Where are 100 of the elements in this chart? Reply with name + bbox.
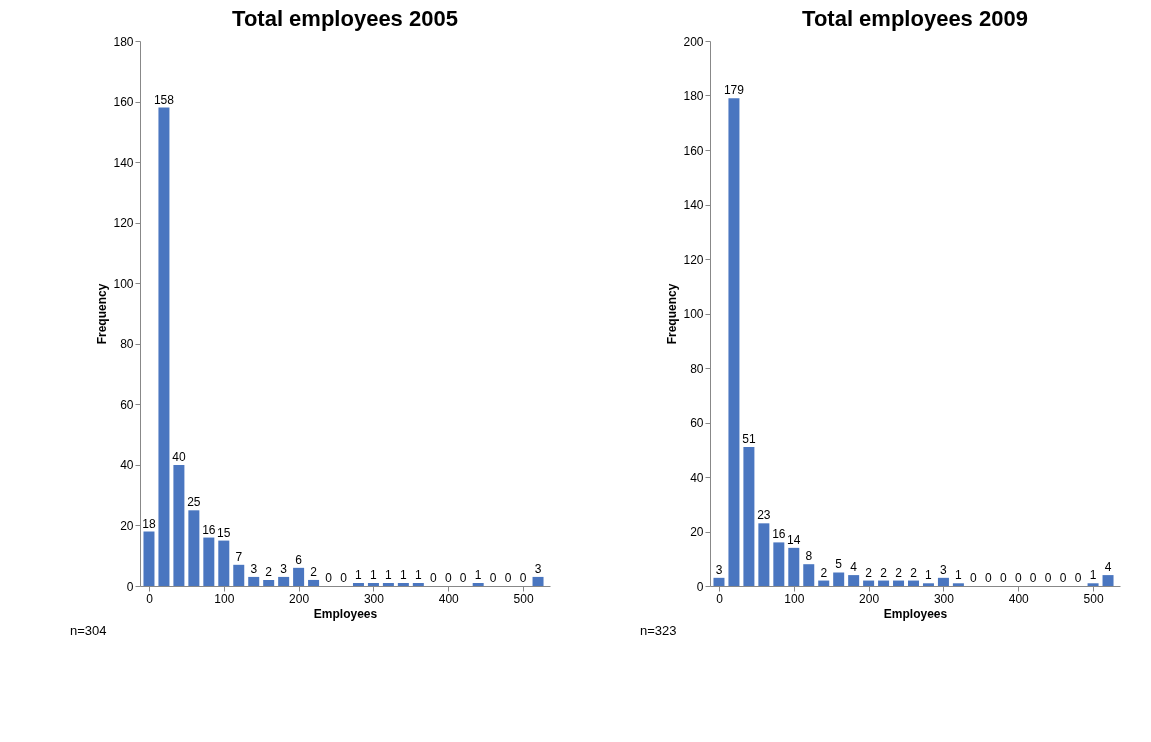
bar	[397, 582, 409, 586]
data-label: 0	[970, 571, 978, 585]
y-tick-label: 0	[696, 579, 704, 594]
bar	[713, 577, 725, 586]
y-tick-label: 180	[683, 89, 704, 103]
data-label: 2	[820, 565, 828, 580]
data-label: 6	[295, 552, 303, 567]
data-label: 0	[984, 571, 992, 585]
bar	[308, 579, 320, 586]
data-label: 0	[459, 571, 467, 585]
bar	[188, 510, 200, 586]
y-tick-label: 140	[683, 198, 704, 212]
data-label: 51	[742, 432, 756, 447]
data-label: 0	[1014, 571, 1022, 585]
text: n=323	[640, 623, 677, 638]
bar	[382, 582, 394, 586]
bar	[233, 564, 245, 586]
data-label: 2	[895, 565, 903, 580]
x-tick-label: 100	[784, 591, 805, 606]
x-tick-label: 500	[1083, 591, 1104, 606]
bar	[472, 582, 484, 586]
x-tick-label: 200	[289, 591, 310, 606]
x-tick-label: 200	[859, 591, 880, 606]
x-axis-title: Employees	[313, 606, 378, 621]
data-label: 1	[474, 567, 482, 582]
data-label: 8	[805, 549, 813, 564]
data-label: 1	[1089, 568, 1097, 583]
data-label: 1	[414, 567, 422, 582]
y-tick-label: 80	[690, 361, 704, 376]
bar	[412, 582, 424, 586]
data-label: 2	[310, 564, 318, 579]
data-label: 1	[955, 568, 963, 583]
x-tick-label: 400	[1008, 591, 1030, 606]
bar	[278, 576, 290, 586]
data-label: 7	[235, 549, 243, 564]
y-tick-label: 200	[683, 34, 704, 49]
data-label: 2	[265, 564, 273, 579]
data-label: 14	[787, 532, 801, 547]
y-tick-label: 60	[690, 416, 704, 430]
data-label: 158	[153, 92, 175, 107]
data-label: 4	[1104, 560, 1112, 575]
y-tick-label: 180	[113, 34, 134, 49]
x-tick-label: 500	[513, 591, 534, 606]
bar	[878, 580, 890, 586]
bar	[248, 576, 260, 586]
y-tick-label: 120	[113, 216, 134, 231]
bar	[173, 464, 185, 586]
bar	[367, 582, 379, 586]
data-label: 3	[940, 562, 948, 577]
data-label: 0	[444, 571, 452, 585]
data-label: 0	[1044, 571, 1052, 585]
data-label: 18	[142, 516, 156, 531]
y-tick-label: 160	[113, 95, 134, 110]
data-label: 2	[910, 565, 918, 580]
bar	[352, 582, 364, 586]
bar	[908, 580, 919, 586]
y-axis-title: Frequency	[665, 283, 680, 345]
data-label: 1	[355, 567, 363, 582]
data-label: 23	[757, 508, 771, 523]
y-tick-label: 100	[113, 276, 134, 291]
x-tick-label: 100	[214, 591, 235, 606]
data-label: 5	[835, 557, 843, 572]
bar	[848, 575, 860, 586]
data-label: 0	[1059, 571, 1067, 585]
x-tick-label: 300	[363, 591, 385, 606]
x-tick-label: 400	[438, 591, 460, 606]
bar	[758, 523, 770, 586]
data-label: 0	[504, 571, 512, 585]
bar	[803, 564, 815, 586]
data-label: 0	[340, 571, 348, 585]
data-label: 0	[429, 571, 437, 585]
bar	[203, 537, 215, 586]
y-tick-label: 40	[120, 458, 134, 473]
data-label: 0	[489, 571, 497, 585]
data-label: 1	[925, 568, 933, 583]
bar	[293, 567, 305, 586]
bar	[218, 540, 230, 586]
y-tick-label: 140	[113, 155, 134, 170]
y-tick-label: 80	[120, 337, 134, 352]
data-label: 179	[723, 83, 745, 98]
bar	[532, 576, 544, 586]
data-label: 0	[325, 571, 333, 585]
data-label: 2	[865, 565, 873, 580]
x-tick-label: 0	[146, 591, 154, 606]
bar	[788, 547, 800, 586]
bar	[893, 580, 905, 586]
bar	[863, 580, 875, 586]
data-label: 25	[187, 495, 201, 510]
bar	[818, 580, 830, 586]
data-label: 0	[999, 571, 1007, 585]
x-axis-title: Employees	[883, 606, 948, 621]
y-tick-label: 20	[120, 518, 134, 533]
data-label: 3	[534, 561, 542, 576]
data-label: 2	[880, 565, 888, 580]
bar	[937, 577, 949, 586]
bar	[743, 447, 755, 586]
data-label: 1	[400, 567, 408, 582]
data-label: 3	[715, 562, 723, 577]
bar	[1087, 583, 1099, 586]
bar	[833, 572, 845, 586]
